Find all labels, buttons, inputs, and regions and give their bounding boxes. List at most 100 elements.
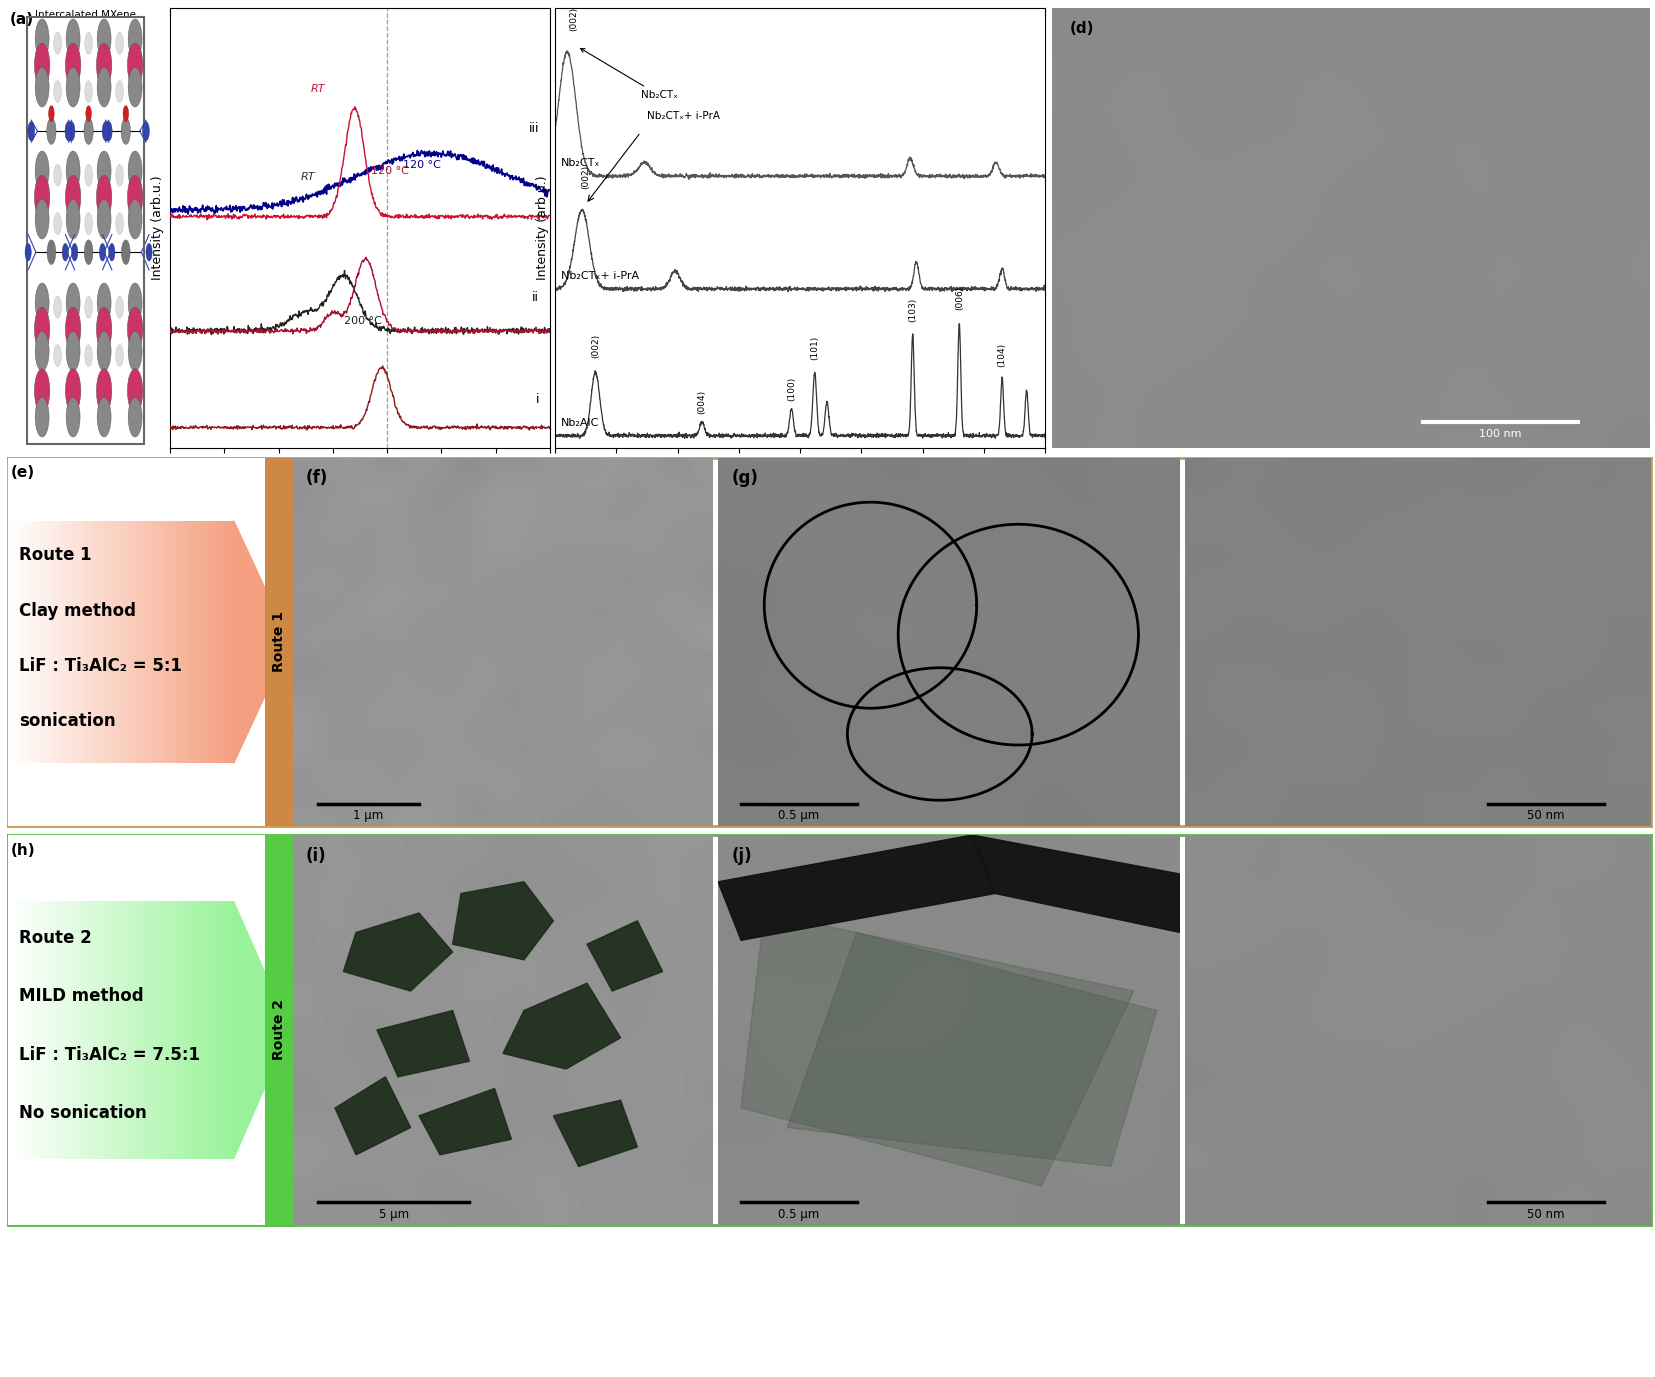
Text: LiF : Ti₃AlC₂ = 7.5:1: LiF : Ti₃AlC₂ = 7.5:1 xyxy=(20,1045,200,1063)
Text: (004): (004) xyxy=(697,390,707,414)
Circle shape xyxy=(84,32,93,54)
Polygon shape xyxy=(588,921,662,991)
Circle shape xyxy=(53,296,61,318)
Text: 5 μm: 5 μm xyxy=(379,1208,409,1221)
Circle shape xyxy=(63,244,68,262)
Text: (104): (104) xyxy=(998,343,1006,366)
Text: (101): (101) xyxy=(811,336,819,359)
X-axis label: 2θ (deg): 2θ (deg) xyxy=(334,474,387,486)
Circle shape xyxy=(98,19,111,59)
Circle shape xyxy=(86,106,91,121)
Circle shape xyxy=(66,19,79,59)
Circle shape xyxy=(84,240,93,264)
Text: RT: RT xyxy=(300,172,314,182)
Circle shape xyxy=(127,284,142,322)
Y-axis label: Intensity (arb.u.): Intensity (arb.u.) xyxy=(536,176,549,281)
Text: (100): (100) xyxy=(786,376,796,401)
Circle shape xyxy=(127,151,142,190)
Circle shape xyxy=(65,307,81,351)
Text: Clay method: Clay method xyxy=(20,602,136,620)
Text: (006): (006) xyxy=(955,286,963,310)
Circle shape xyxy=(127,332,142,370)
Circle shape xyxy=(65,369,81,413)
Circle shape xyxy=(35,307,50,351)
Text: ii: ii xyxy=(533,291,540,304)
Circle shape xyxy=(48,106,55,121)
Circle shape xyxy=(84,296,93,318)
Circle shape xyxy=(106,121,113,140)
Polygon shape xyxy=(503,983,621,1069)
Circle shape xyxy=(116,296,124,318)
Circle shape xyxy=(142,121,149,140)
Circle shape xyxy=(46,118,56,145)
Circle shape xyxy=(98,398,111,437)
Circle shape xyxy=(35,151,50,190)
Text: Nb₂CTₓ: Nb₂CTₓ xyxy=(561,158,601,168)
Text: 0.5 μm: 0.5 μm xyxy=(778,1208,819,1221)
Circle shape xyxy=(53,344,61,366)
Text: 0.5 μm: 0.5 μm xyxy=(778,810,819,822)
Text: 50 nm: 50 nm xyxy=(1528,810,1566,822)
Circle shape xyxy=(66,284,79,322)
Text: (002): (002) xyxy=(581,164,591,189)
Circle shape xyxy=(121,240,131,264)
Circle shape xyxy=(84,118,93,145)
Text: (f): (f) xyxy=(306,470,328,487)
Circle shape xyxy=(127,398,142,437)
Circle shape xyxy=(53,164,61,186)
Circle shape xyxy=(122,106,129,121)
Text: Nb₂CTₓ: Nb₂CTₓ xyxy=(581,48,677,101)
Circle shape xyxy=(53,32,61,54)
Circle shape xyxy=(98,200,111,240)
Circle shape xyxy=(84,344,93,366)
Text: RT: RT xyxy=(311,84,326,95)
Text: Intercalated MXene: Intercalated MXene xyxy=(35,10,136,21)
Circle shape xyxy=(71,244,78,262)
Circle shape xyxy=(127,200,142,240)
Polygon shape xyxy=(741,913,1134,1186)
Text: 200 °C: 200 °C xyxy=(344,317,382,326)
Circle shape xyxy=(35,19,50,59)
Circle shape xyxy=(96,307,113,351)
Text: (g): (g) xyxy=(732,470,758,487)
Circle shape xyxy=(66,398,79,437)
Circle shape xyxy=(66,151,79,190)
Polygon shape xyxy=(452,881,553,960)
Text: (i): (i) xyxy=(306,847,326,865)
Text: Nb₂CTₓ+ i-PrA: Nb₂CTₓ+ i-PrA xyxy=(647,110,720,121)
Circle shape xyxy=(96,43,113,87)
Circle shape xyxy=(66,200,79,240)
Circle shape xyxy=(66,332,79,370)
Circle shape xyxy=(53,212,61,234)
Text: (h): (h) xyxy=(12,843,35,858)
Text: 50 nm: 50 nm xyxy=(1528,1208,1566,1221)
Polygon shape xyxy=(343,913,452,991)
Circle shape xyxy=(35,369,50,413)
Circle shape xyxy=(116,81,124,103)
Circle shape xyxy=(84,81,93,103)
X-axis label: 2Theta (deg): 2Theta (deg) xyxy=(760,474,841,486)
Polygon shape xyxy=(553,1100,637,1166)
Circle shape xyxy=(35,284,50,322)
Text: No sonication: No sonication xyxy=(20,1104,147,1122)
Circle shape xyxy=(121,118,131,145)
Text: Route 1: Route 1 xyxy=(271,611,286,672)
Circle shape xyxy=(98,332,111,370)
Circle shape xyxy=(65,121,71,140)
Circle shape xyxy=(84,164,93,186)
Circle shape xyxy=(127,43,142,87)
Y-axis label: Intensity (arb.u.): Intensity (arb.u.) xyxy=(152,176,164,281)
Text: Nb₂CTₓ+ i-PrA: Nb₂CTₓ+ i-PrA xyxy=(561,271,639,281)
Text: MILD method: MILD method xyxy=(20,987,144,1005)
Text: Nb₂AlC: Nb₂AlC xyxy=(561,417,599,428)
Text: (002): (002) xyxy=(591,333,599,358)
Circle shape xyxy=(84,212,93,234)
Circle shape xyxy=(127,67,142,107)
Text: Route 2: Route 2 xyxy=(271,1000,286,1060)
Circle shape xyxy=(109,244,114,262)
Text: (e): (e) xyxy=(12,465,35,481)
Text: iii: iii xyxy=(528,123,540,135)
Circle shape xyxy=(35,175,50,219)
Circle shape xyxy=(28,121,35,140)
Text: LiF : Ti₃AlC₂ = 5:1: LiF : Ti₃AlC₂ = 5:1 xyxy=(20,657,182,675)
